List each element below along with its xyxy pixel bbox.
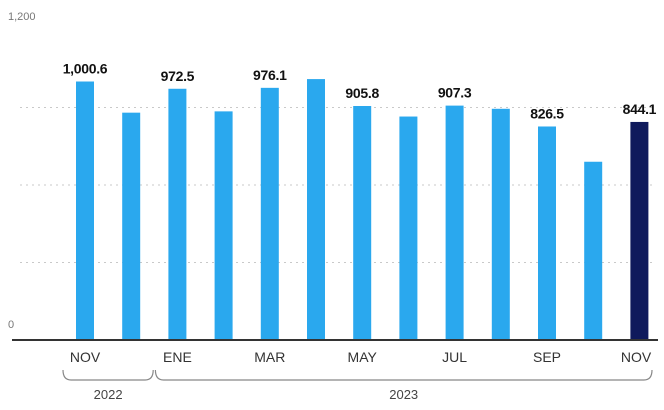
bar-3	[214, 111, 233, 340]
data-labels: 1,000.6 972.5 976.1 905.8 907.3 826.5 844.1	[63, 61, 657, 122]
x-tick-label-2: ENE	[163, 349, 192, 365]
x-tick-label-10: SEP	[533, 349, 561, 365]
data-label-12: 844.1	[623, 101, 657, 117]
bar-4	[260, 87, 279, 340]
y-tick-label-max: 1,200	[8, 11, 36, 23]
bar-6	[353, 106, 372, 340]
data-label-2: 972.5	[161, 68, 195, 84]
data-label-6: 905.8	[345, 85, 379, 101]
year-groups: 2022 2023	[62, 369, 653, 402]
year-label-0: 2022	[94, 387, 123, 402]
x-tick-label-6: MAY	[348, 349, 378, 365]
year-bracket-1	[154, 369, 653, 381]
bar-5	[307, 79, 325, 340]
bar-8	[445, 105, 464, 340]
x-tick-labels: NOV ENE MAR MAY JUL SEP NOV	[70, 349, 652, 365]
bar-10	[538, 126, 556, 340]
bar-2	[168, 88, 187, 340]
year-label-1: 2023	[389, 387, 418, 402]
data-label-4: 976.1	[253, 67, 287, 83]
bar-7	[399, 116, 418, 341]
data-label-8: 907.3	[438, 85, 472, 101]
x-tick-label-4: MAR	[254, 349, 285, 365]
bar-1	[122, 112, 141, 341]
data-label-10: 826.5	[530, 105, 564, 121]
x-tick-label-8: JUL	[442, 349, 467, 365]
data-label-0: 1,000.6	[63, 61, 108, 77]
x-tick-label-0: NOV	[70, 349, 101, 365]
bars	[76, 79, 649, 341]
x-tick-label-12: NOV	[621, 349, 652, 365]
gridlines	[20, 107, 655, 263]
y-tick-label-zero: 0	[8, 319, 14, 331]
bar-0	[76, 81, 94, 341]
bar-9	[491, 108, 510, 341]
year-bracket-0	[62, 369, 154, 381]
bar-12	[630, 121, 649, 341]
bar-11	[584, 161, 603, 340]
